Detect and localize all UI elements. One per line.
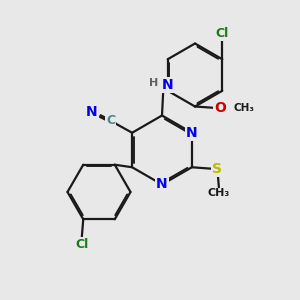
Text: S: S xyxy=(212,162,222,176)
Text: O: O xyxy=(214,101,226,115)
Text: CH₃: CH₃ xyxy=(233,103,254,113)
Text: H: H xyxy=(149,78,158,88)
Text: N: N xyxy=(156,178,168,191)
Text: N: N xyxy=(161,78,173,92)
Text: Cl: Cl xyxy=(75,238,88,251)
Text: CH₃: CH₃ xyxy=(208,188,230,198)
Text: N: N xyxy=(186,126,198,140)
Text: N: N xyxy=(86,105,98,119)
Text: Cl: Cl xyxy=(216,27,229,40)
Text: C: C xyxy=(106,114,115,127)
